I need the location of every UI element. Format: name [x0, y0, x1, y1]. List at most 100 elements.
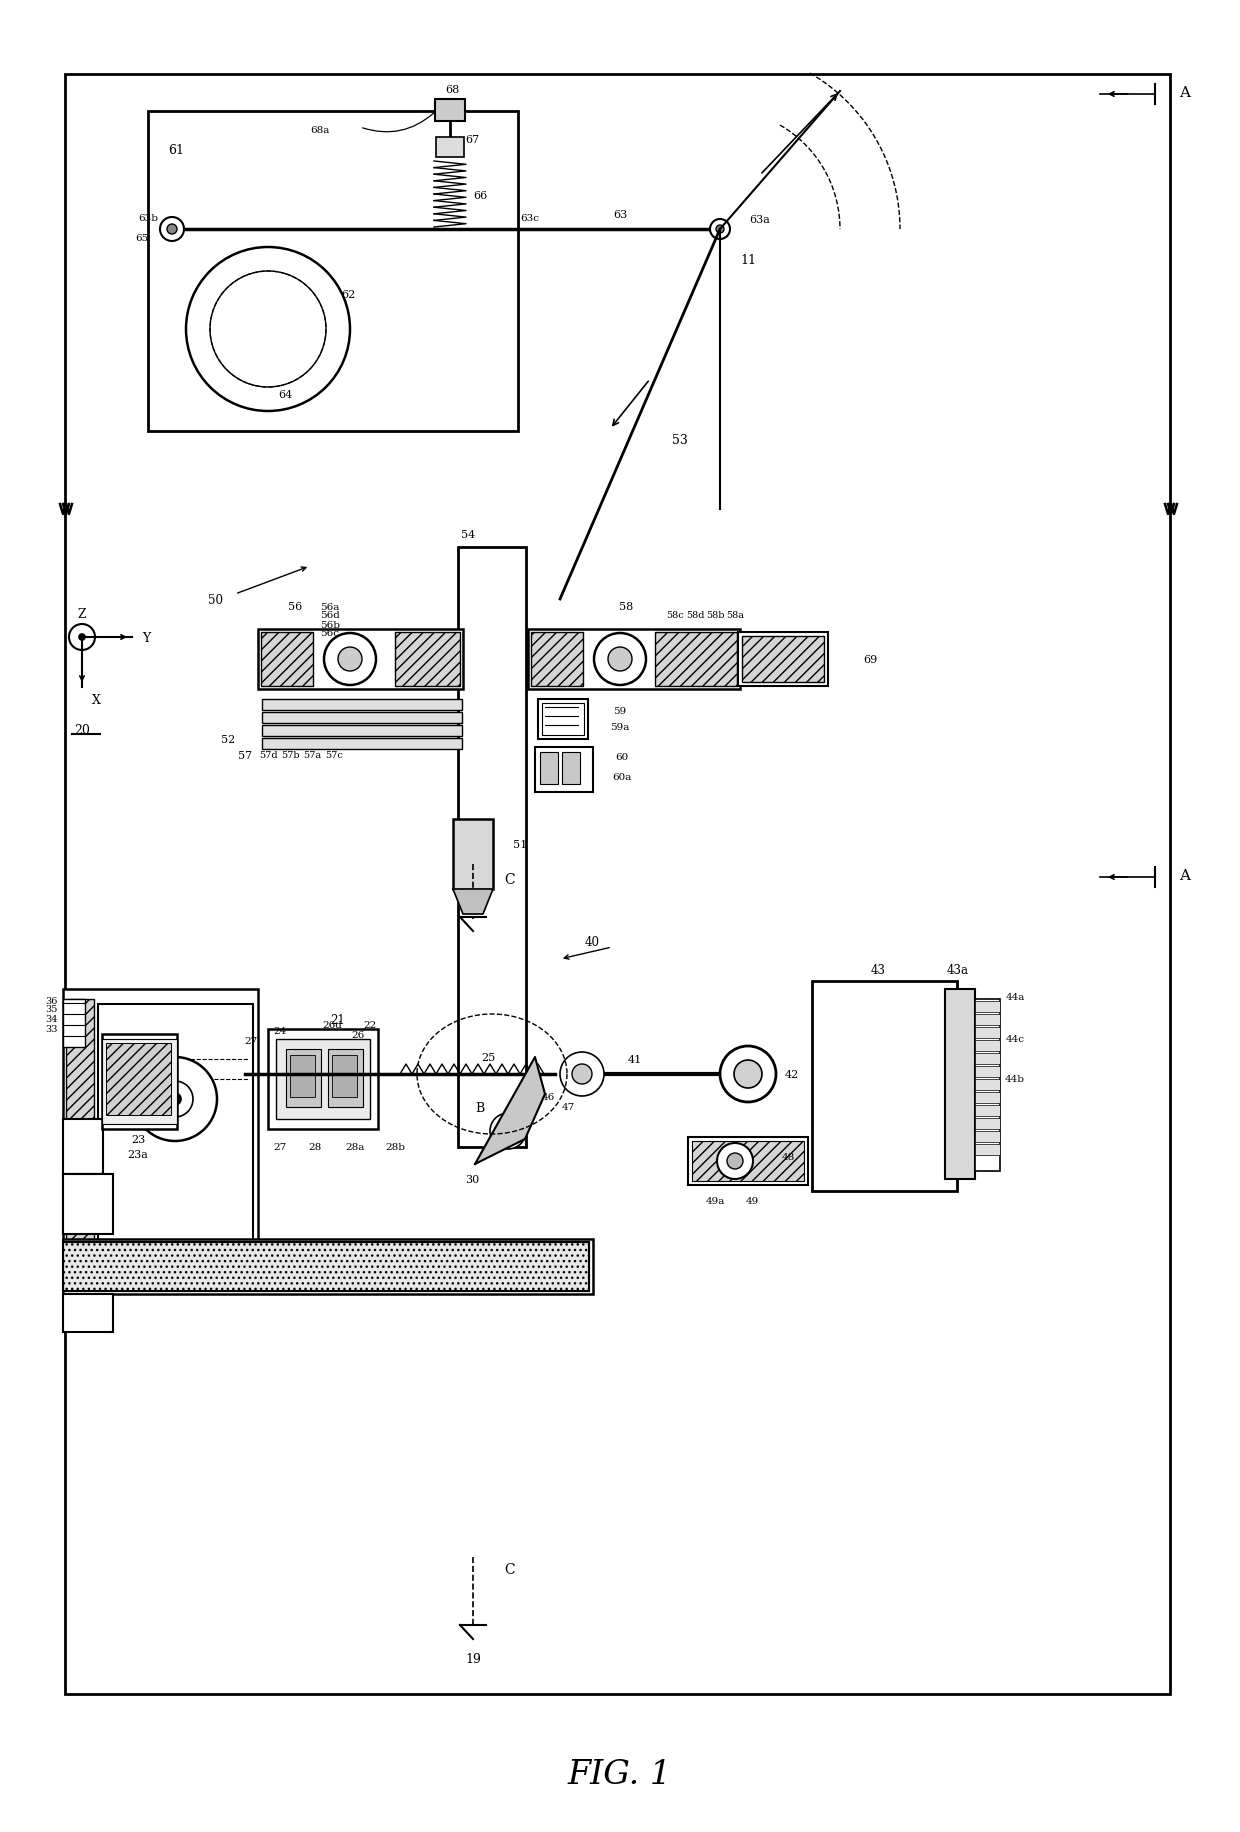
- Text: 41: 41: [627, 1055, 642, 1064]
- Bar: [812, 982, 957, 1191]
- Text: 56a: 56a: [320, 603, 340, 612]
- Bar: [975, 1079, 999, 1090]
- Bar: [562, 753, 580, 784]
- Text: 50: 50: [207, 594, 222, 606]
- Bar: [692, 1141, 804, 1182]
- Text: 57: 57: [238, 751, 252, 760]
- Text: 24: 24: [273, 1028, 286, 1035]
- Bar: [63, 1174, 103, 1229]
- Text: 26: 26: [351, 1031, 365, 1041]
- Polygon shape: [453, 890, 494, 914]
- Text: 57c: 57c: [325, 751, 343, 760]
- Text: 30: 30: [465, 1174, 479, 1183]
- Bar: [975, 1066, 999, 1077]
- Bar: [329, 1050, 363, 1107]
- Bar: [63, 1238, 593, 1293]
- Bar: [260, 632, 312, 687]
- Text: 46: 46: [542, 1094, 554, 1101]
- Circle shape: [717, 1143, 753, 1180]
- Circle shape: [711, 220, 730, 240]
- Text: 40: 40: [584, 934, 599, 947]
- Text: 56d: 56d: [320, 612, 340, 621]
- Bar: [148, 112, 518, 432]
- Bar: [286, 1050, 321, 1107]
- Circle shape: [167, 225, 177, 234]
- Bar: [102, 1035, 177, 1129]
- Text: 42: 42: [785, 1070, 799, 1079]
- Text: 47: 47: [562, 1103, 574, 1112]
- Text: 34: 34: [46, 1015, 58, 1024]
- Bar: [458, 548, 526, 1147]
- Text: A: A: [1179, 86, 1190, 101]
- Text: 22: 22: [363, 1020, 377, 1030]
- Text: 56c: 56c: [320, 628, 340, 638]
- Bar: [528, 630, 740, 689]
- Bar: [105, 1044, 171, 1116]
- Bar: [64, 75, 1171, 1695]
- Text: 49a: 49a: [706, 1196, 724, 1205]
- Text: 60a: 60a: [613, 773, 631, 782]
- Text: 57d: 57d: [259, 751, 278, 760]
- Circle shape: [339, 649, 362, 672]
- Text: 63: 63: [613, 211, 627, 220]
- Bar: [975, 1000, 999, 1171]
- Text: 33: 33: [46, 1024, 58, 1033]
- Text: 69: 69: [863, 654, 877, 665]
- Bar: [975, 1053, 999, 1064]
- Text: 21: 21: [331, 1013, 346, 1026]
- Text: 62: 62: [341, 289, 355, 300]
- Bar: [945, 989, 975, 1180]
- Bar: [262, 738, 463, 749]
- Bar: [975, 1132, 999, 1143]
- Circle shape: [133, 1057, 217, 1141]
- Text: 53: 53: [672, 432, 688, 447]
- Text: 26d: 26d: [322, 1020, 342, 1030]
- Text: 27: 27: [244, 1037, 258, 1046]
- Text: 27: 27: [273, 1143, 286, 1152]
- Text: 59: 59: [614, 707, 626, 716]
- Bar: [268, 1030, 378, 1129]
- Text: 60: 60: [615, 753, 629, 762]
- Text: 68: 68: [445, 84, 459, 95]
- Circle shape: [210, 271, 326, 388]
- Text: 36: 36: [46, 997, 58, 1006]
- Text: 58b: 58b: [706, 610, 724, 619]
- Bar: [531, 632, 583, 687]
- Circle shape: [79, 634, 86, 641]
- Text: 65: 65: [135, 233, 149, 242]
- Text: 56b: 56b: [320, 621, 340, 628]
- Text: 64: 64: [278, 390, 293, 399]
- Bar: [534, 747, 593, 793]
- Bar: [539, 753, 558, 784]
- Text: 44c: 44c: [1006, 1035, 1024, 1044]
- Bar: [655, 632, 737, 687]
- Circle shape: [560, 1052, 604, 1096]
- Bar: [975, 1105, 999, 1116]
- Bar: [63, 1242, 589, 1292]
- Bar: [290, 1055, 315, 1097]
- Text: 63b: 63b: [138, 213, 157, 222]
- Bar: [63, 1119, 103, 1174]
- Text: 58c: 58c: [666, 610, 684, 619]
- Circle shape: [69, 625, 95, 650]
- Circle shape: [260, 322, 275, 337]
- Bar: [975, 1041, 999, 1052]
- Text: 44b: 44b: [1004, 1075, 1025, 1085]
- Polygon shape: [475, 1057, 546, 1165]
- Text: 43a: 43a: [947, 964, 968, 976]
- Text: 57b: 57b: [280, 751, 299, 760]
- Circle shape: [490, 1114, 526, 1149]
- Bar: [258, 630, 463, 689]
- Bar: [63, 989, 258, 1270]
- Text: 23: 23: [131, 1134, 145, 1145]
- Bar: [538, 700, 588, 740]
- Circle shape: [572, 1064, 591, 1085]
- Text: 54: 54: [461, 529, 475, 540]
- Text: B: B: [475, 1101, 485, 1114]
- Bar: [742, 638, 825, 683]
- Text: 57a: 57a: [303, 751, 321, 760]
- Text: 48: 48: [781, 1152, 795, 1161]
- Bar: [262, 700, 463, 711]
- Text: 20: 20: [74, 724, 91, 736]
- Text: 25: 25: [481, 1052, 495, 1063]
